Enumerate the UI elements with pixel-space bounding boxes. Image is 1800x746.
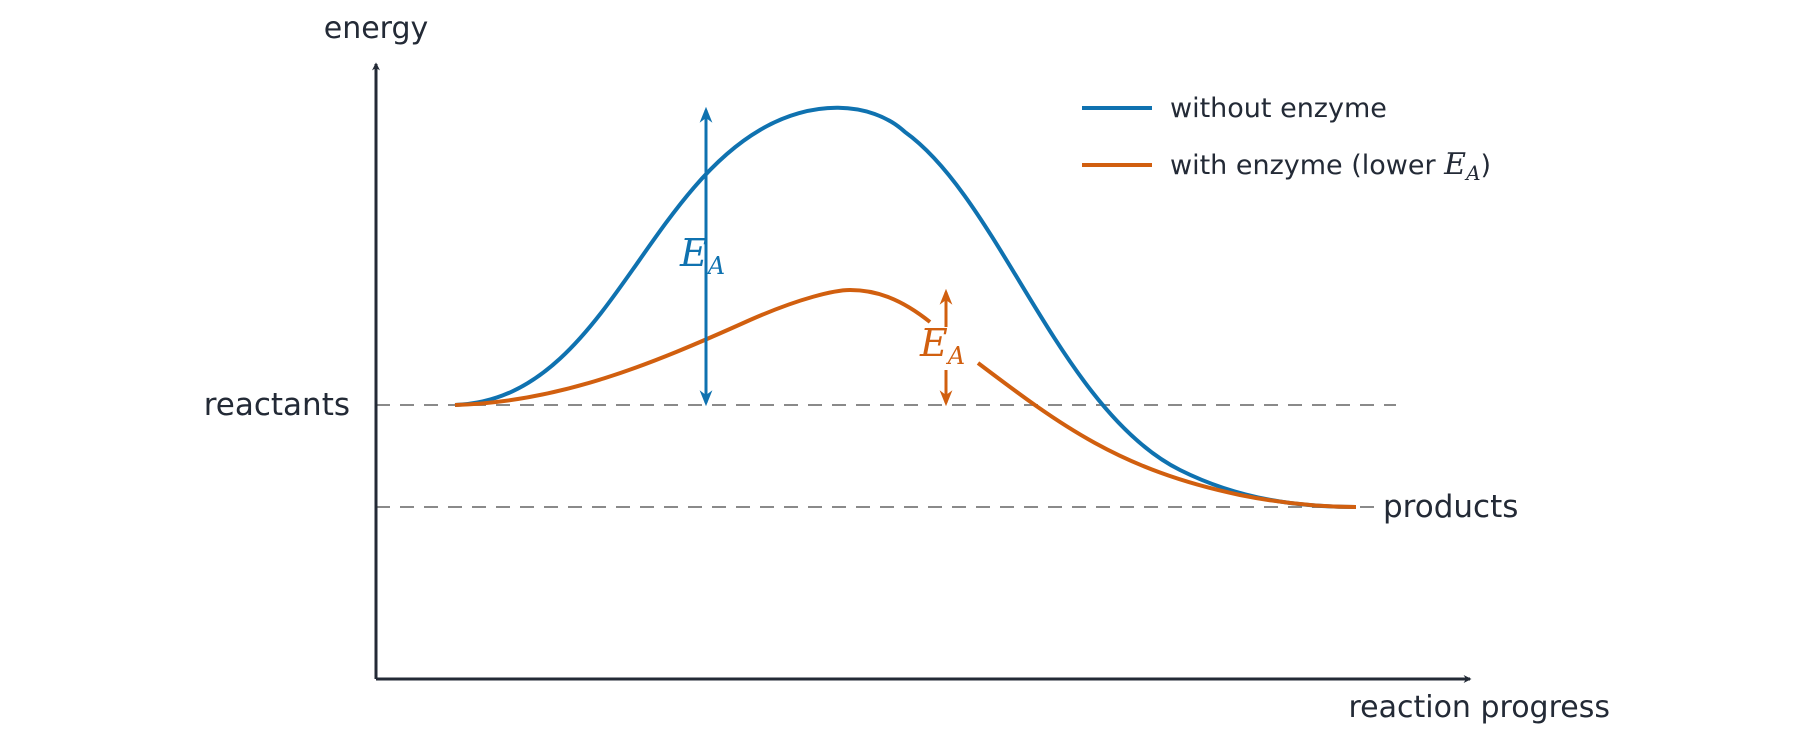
activation-energy-label-without-enzyme: EA — [679, 231, 725, 280]
products-label: products — [1383, 489, 1518, 525]
curve-with-enzyme-tail — [976, 361, 1357, 509]
x-axis-label: reaction progress — [1348, 690, 1610, 725]
curve-with-enzyme — [454, 287, 932, 407]
legend-label-without-enzyme: without enzyme — [1170, 93, 1387, 124]
curve-without-enzyme — [454, 105, 1357, 509]
y-axis-label: energy — [324, 11, 429, 46]
reactants-label: reactants — [204, 387, 350, 423]
legend: without enzyme with enzyme (lower EA) — [1082, 93, 1491, 185]
activation-energy-label-with-enzyme: EA — [919, 321, 965, 370]
legend-label-with-enzyme: with enzyme (lower EA) — [1170, 147, 1491, 185]
